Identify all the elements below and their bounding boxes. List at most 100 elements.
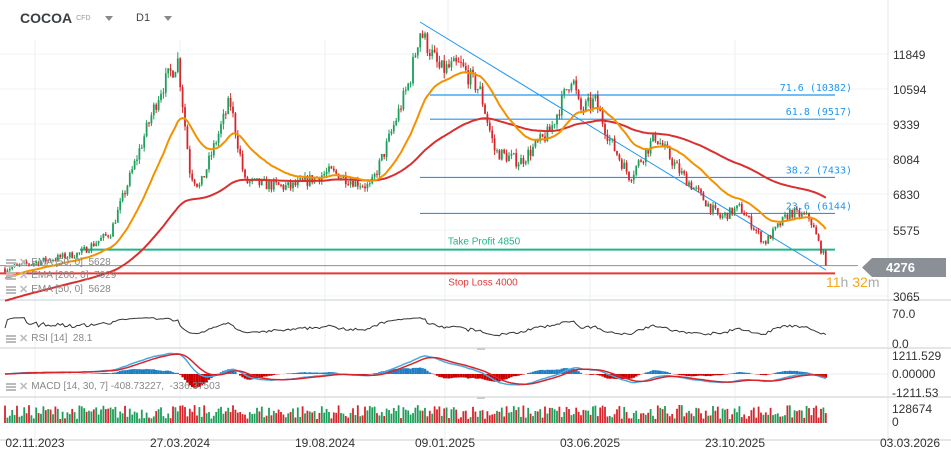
legend-macd-text: MACD [14, 30, 7] -408.73227, -336.37503 — [31, 381, 221, 392]
volume-bar — [186, 416, 189, 423]
candle-body — [248, 181, 251, 184]
macd-histogram-bar — [227, 369, 230, 374]
macd-histogram-bar — [481, 374, 484, 380]
candle-body — [527, 149, 530, 162]
candle-body — [604, 123, 606, 135]
macd-histogram-bar — [164, 370, 167, 374]
macd-histogram-bar — [260, 374, 263, 378]
macd-histogram-bar — [157, 370, 160, 374]
candle-body — [524, 161, 527, 164]
macd-histogram-bar — [102, 372, 105, 374]
volume-bar — [227, 407, 230, 423]
candle-body — [215, 142, 218, 144]
macd-histogram-bar — [606, 374, 609, 379]
candle-body — [95, 243, 98, 247]
volume-bar — [433, 406, 436, 423]
candle-body — [330, 166, 333, 169]
menu-icon[interactable] — [6, 271, 16, 280]
timeframe-selector[interactable]: D1 — [136, 9, 173, 27]
volume-bar — [558, 406, 561, 423]
candle-body — [229, 98, 232, 107]
volume-bar — [289, 412, 292, 423]
volume-bar — [440, 415, 443, 423]
volume-bar — [534, 411, 537, 423]
macd-histogram-bar — [239, 374, 242, 376]
macd-histogram-bar — [447, 374, 451, 379]
price-tick-label: 11849 — [893, 48, 926, 62]
candle-body — [224, 113, 227, 115]
candle-body — [380, 154, 383, 161]
volume-bar — [493, 413, 496, 423]
close-icon[interactable]: ✕ — [19, 284, 29, 296]
close-icon[interactable]: ✕ — [19, 257, 29, 269]
candle-body — [709, 203, 712, 213]
candle-body — [35, 261, 38, 264]
symbol-selector[interactable]: COCOA CFD — [20, 9, 113, 27]
close-icon[interactable]: ✕ — [19, 333, 29, 345]
close-icon[interactable]: ✕ — [19, 381, 29, 393]
chevron-down-icon[interactable] — [104, 15, 113, 21]
candle-body — [692, 187, 695, 190]
macd-histogram-bar — [99, 373, 103, 374]
macd-histogram-bar — [788, 370, 791, 374]
menu-icon[interactable] — [6, 285, 16, 294]
volume-bar — [236, 412, 239, 423]
menu-icon[interactable] — [6, 382, 16, 391]
candle-body — [438, 61, 441, 68]
macd-histogram-bar — [519, 374, 523, 375]
macd-histogram-bar — [116, 371, 119, 374]
candle-body — [66, 257, 69, 259]
volume-bar — [623, 406, 626, 423]
volume-bar — [438, 406, 441, 423]
candle-body — [412, 57, 414, 84]
volume-bar — [496, 410, 498, 423]
macd-histogram-bar — [644, 372, 647, 374]
volume-bar — [390, 413, 393, 423]
volume-bar — [18, 416, 21, 423]
volume-bar — [824, 413, 827, 423]
close-icon[interactable]: ✕ — [19, 270, 29, 282]
volume-bar — [666, 413, 669, 423]
macd-histogram-bar — [438, 374, 441, 377]
candle-body — [332, 168, 335, 171]
candle-body — [152, 104, 155, 116]
volume-bar — [323, 412, 326, 423]
candle-body — [539, 134, 542, 141]
macd-histogram-bar — [426, 370, 429, 374]
volume-bar — [625, 412, 628, 423]
candle-body — [397, 108, 400, 121]
volume-bar — [143, 418, 146, 423]
volume-bar — [505, 406, 508, 423]
candle-body — [227, 98, 230, 114]
candle-body — [637, 160, 640, 166]
volume-bar — [820, 408, 822, 423]
candle-body — [407, 83, 410, 90]
levels: 71.6 (10382) 61.8 (9517) 38.2 (7433) 23.6 (… — [0, 21, 858, 288]
macd-histogram-bar — [291, 373, 295, 374]
volume-bar — [248, 412, 251, 423]
macd-histogram-bar — [217, 373, 220, 374]
volume-bar — [407, 410, 410, 423]
stop-loss-label: Stop Loss 4000 — [448, 277, 518, 288]
volume-bar — [436, 409, 438, 423]
volume-bar — [805, 406, 808, 423]
candle-body — [313, 177, 316, 183]
volume-bar — [210, 418, 213, 423]
macd-histogram-bar — [162, 371, 165, 374]
candle-body — [716, 208, 719, 215]
volume-bar — [426, 416, 429, 423]
candle-body — [659, 143, 662, 145]
menu-icon[interactable] — [6, 334, 16, 343]
candle-body — [510, 153, 513, 156]
candle-body — [798, 210, 801, 217]
chevron-down-icon[interactable] — [164, 15, 173, 21]
menu-icon[interactable] — [6, 258, 16, 267]
candle-body — [356, 179, 359, 187]
candle-body — [104, 233, 107, 236]
candle-body — [822, 250, 825, 254]
volume-bar — [702, 418, 705, 423]
candle-body — [455, 58, 458, 62]
macd-histogram-bar — [527, 372, 530, 374]
macd-histogram-bar — [515, 374, 518, 377]
